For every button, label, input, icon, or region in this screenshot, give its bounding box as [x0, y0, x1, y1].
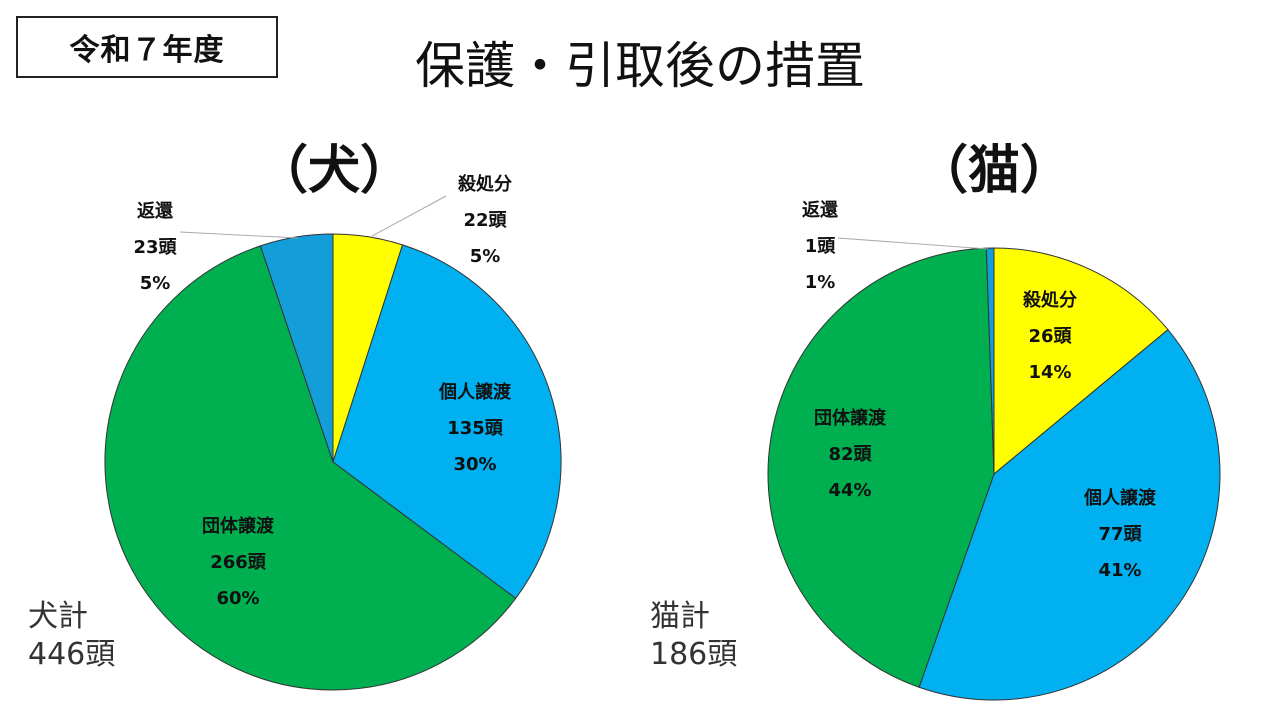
cat-label-group-pct: 44% [828, 480, 871, 501]
dog-label-group-name: 団体譲渡 [202, 515, 275, 537]
dog-leader-kill [371, 195, 447, 237]
cat-slice-group [767, 247, 995, 688]
dog-label-return-count: 23頭 [133, 237, 177, 258]
cat-label-return-count: 1頭 [805, 236, 837, 257]
cat-slice-return [985, 247, 995, 475]
dog-label-group-count: 266頭 [210, 552, 267, 573]
cat-slice-individual [918, 329, 1221, 701]
dog-label-return-name: 返還 [137, 201, 174, 222]
dog-leader-return [179, 231, 299, 239]
year-label: 令和７年度 [16, 16, 278, 78]
dog-chart-title: （犬） [255, 141, 412, 201]
cat-label-individual-pct: 41% [1098, 560, 1141, 581]
dog-slice-group [104, 245, 517, 691]
cat-total-label: 猫計 [650, 599, 710, 634]
cat-label-group-name: 団体譲渡 [814, 407, 887, 429]
cat-label-kill-count: 26頭 [1028, 326, 1072, 347]
cat-label-group-count: 82頭 [828, 444, 872, 465]
cat-label-return-pct: 1% [805, 272, 836, 293]
cat-chart-title: （猫） [915, 141, 1072, 201]
dog-label-individual-pct: 30% [453, 454, 496, 475]
dog-total: 犬計 446頭 [28, 598, 115, 674]
dog-slice-individual [332, 244, 562, 600]
dog-label-kill-name: 殺処分 [457, 173, 512, 195]
dog-label-kill-pct: 5% [470, 246, 501, 267]
dog-slice-return [259, 233, 334, 463]
cat-total-value: 186頭 [650, 637, 738, 672]
dog-pie-chart: 殺処分 22頭 5% 個人譲渡 135頭 30% 団体譲渡 266頭 60% 返還 23頭 5% [104, 173, 562, 691]
cat-label-individual-count: 77頭 [1098, 524, 1142, 545]
cat-pie-chart: 殺処分 26頭 14% 個人譲渡 77頭 41% 団体譲渡 82頭 44% 返還 1頭 1% [767, 200, 1221, 701]
dog-label-individual-count: 135頭 [447, 418, 504, 439]
cat-slice-kill [993, 247, 1169, 476]
cat-label-return-name: 返還 [802, 200, 839, 221]
dog-total-value: 446頭 [28, 637, 116, 672]
cat-label-kill-pct: 14% [1028, 362, 1071, 383]
page-title: 保護・引取後の措置 [415, 37, 865, 95]
dog-label-kill-count: 22頭 [463, 210, 507, 231]
cat-label-individual-name: 個人譲渡 [1083, 487, 1157, 509]
dog-label-individual-name: 個人譲渡 [438, 381, 512, 403]
dog-label-group-pct: 60% [216, 588, 259, 609]
cat-label-kill-name: 殺処分 [1022, 289, 1077, 311]
dog-total-label: 犬計 [28, 599, 88, 634]
cat-total: 猫計 186頭 [650, 598, 737, 674]
dog-label-return-pct: 5% [140, 273, 171, 294]
cat-leader-return [837, 237, 989, 250]
